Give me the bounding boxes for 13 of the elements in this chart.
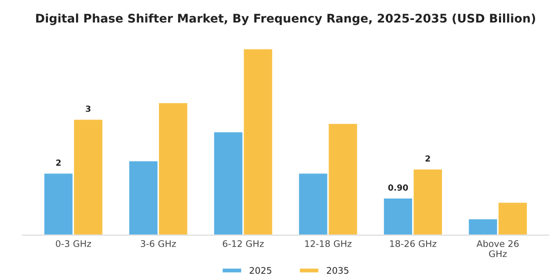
x-tick-label: 18-26 GHz <box>390 240 436 248</box>
data-label: 2 <box>56 160 61 166</box>
chart-title: Digital Phase Shifter Market, By Frequency Range, 2025-2035 (USD Billion) <box>36 14 536 26</box>
legend-label: 2025 <box>250 267 272 274</box>
data-label: 0.90 <box>388 184 408 191</box>
x-tick-label: Above 26 GHz <box>476 240 519 258</box>
data-label: 3 <box>86 106 90 112</box>
data-label: 2 <box>426 155 430 162</box>
x-tick-label: 3-6 GHz <box>140 240 176 248</box>
x-tick-label: 0-3 GHz <box>56 240 92 248</box>
legend-label: 2035 <box>326 267 348 274</box>
x-tick-label: 6-12 GHz <box>222 240 264 248</box>
x-tick-label: 12-18 GHz <box>305 240 352 248</box>
